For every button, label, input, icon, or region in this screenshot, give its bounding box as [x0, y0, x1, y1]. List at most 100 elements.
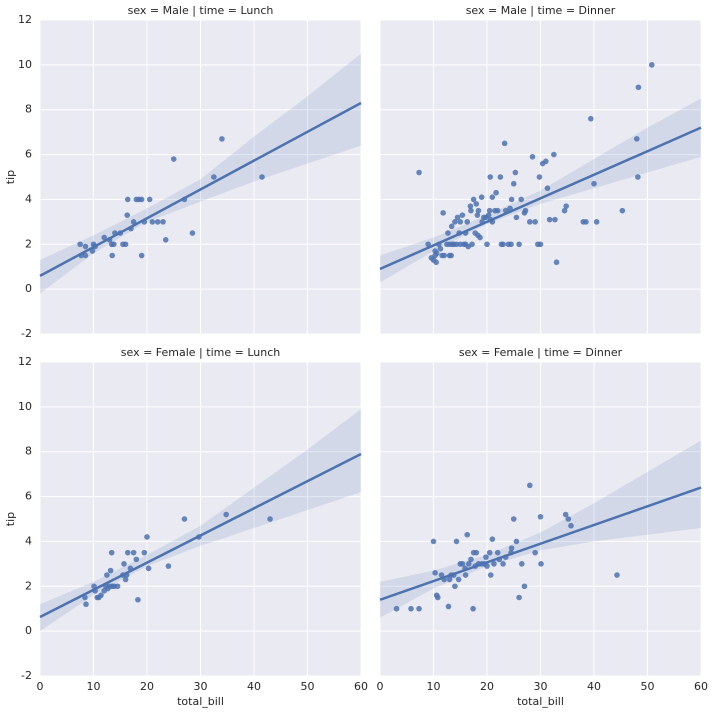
data-point: [500, 241, 506, 248]
data-point: [124, 212, 131, 218]
data-point: [160, 219, 166, 225]
y-tick-label: 12: [18, 355, 32, 368]
data-point: [518, 561, 525, 567]
data-point: [468, 556, 474, 563]
y-tick-label: 6: [25, 490, 32, 503]
data-point: [466, 561, 472, 567]
y-tick-label: 12: [18, 13, 32, 26]
data-point: [527, 219, 533, 225]
data-point: [552, 216, 558, 223]
data-point: [122, 241, 129, 248]
data-point: [516, 594, 522, 601]
x-tick-label: 20: [480, 680, 494, 693]
x-tick-label: 60: [354, 680, 368, 693]
data-point: [189, 230, 196, 236]
regression-line: [379, 486, 702, 601]
x-tick-label: 50: [301, 680, 315, 693]
panel-title: sex = Male | time = Lunch: [128, 4, 274, 17]
data-point: [114, 583, 121, 590]
y-tick-label: 10: [18, 400, 32, 413]
data-point: [561, 207, 568, 214]
data-point: [614, 572, 620, 578]
data-point: [527, 482, 533, 489]
data-point: [562, 511, 569, 518]
data-point: [101, 234, 107, 241]
data-point: [522, 207, 529, 214]
data-point: [393, 605, 400, 612]
data-point: [493, 189, 499, 196]
data-point: [484, 241, 490, 248]
data-point: [508, 196, 515, 203]
data-point: [491, 561, 497, 567]
data-point: [648, 62, 655, 68]
data-point: [483, 554, 489, 560]
data-point: [259, 174, 265, 180]
y-tick-label: 0: [25, 282, 32, 295]
data-point: [484, 563, 490, 569]
data-point: [487, 174, 494, 180]
data-point: [546, 216, 553, 223]
data-point: [133, 556, 140, 563]
data-point: [532, 549, 538, 556]
data-point: [537, 513, 544, 520]
data-point: [538, 561, 544, 567]
data-point: [130, 549, 137, 556]
data-point: [470, 605, 476, 612]
data-point: [83, 601, 89, 608]
panel-title: sex = Female | time = Lunch: [121, 346, 280, 359]
data-point: [467, 203, 474, 209]
confidence-band: [380, 98, 701, 283]
data-point: [469, 241, 475, 248]
data-point: [77, 241, 83, 248]
x-tick-label: 20: [140, 680, 154, 693]
data-point: [430, 538, 437, 545]
data-point: [494, 549, 501, 556]
data-point: [474, 212, 481, 218]
data-point: [464, 219, 471, 225]
x-tick-label: 0: [37, 680, 44, 693]
x-axis-label: total_bill: [517, 695, 564, 708]
data-point: [543, 158, 549, 165]
data-point: [141, 549, 148, 556]
y-tick-label: -2: [21, 327, 32, 340]
data-point: [635, 84, 642, 91]
data-point: [497, 174, 504, 180]
data-point: [513, 538, 520, 545]
data-point: [138, 196, 145, 203]
data-point: [441, 252, 448, 259]
data-point: [501, 140, 508, 147]
data-point: [445, 603, 452, 610]
data-point: [486, 207, 493, 214]
y-tick-label: 4: [25, 534, 32, 547]
data-point: [512, 169, 519, 176]
data-point: [473, 549, 480, 556]
data-point: [408, 605, 414, 612]
data-point: [475, 207, 482, 214]
data-point: [130, 219, 137, 225]
data-point: [452, 219, 458, 225]
data-point: [470, 196, 477, 203]
x-tick-label: 0: [377, 680, 384, 693]
data-point: [537, 241, 544, 248]
data-point: [464, 531, 471, 538]
data-point: [455, 576, 462, 583]
data-point: [440, 210, 446, 216]
x-tick-label: 30: [194, 680, 208, 693]
y-tick-label: 4: [25, 192, 32, 205]
data-point: [425, 241, 431, 248]
data-point: [453, 538, 460, 545]
data-point: [634, 136, 640, 142]
x-tick-label: 50: [641, 680, 655, 693]
y-tick-label: 0: [25, 624, 32, 637]
data-point: [473, 201, 480, 207]
x-tick-label: 10: [87, 680, 101, 693]
data-point: [448, 223, 455, 230]
data-point: [485, 212, 492, 218]
data-point: [565, 516, 572, 522]
panel-title: sex = Female | time = Dinner: [459, 346, 623, 359]
data-point: [416, 169, 422, 176]
data-point: [138, 252, 145, 259]
confidence-band: [380, 440, 701, 618]
data-point: [521, 583, 528, 590]
data-point: [563, 203, 569, 209]
